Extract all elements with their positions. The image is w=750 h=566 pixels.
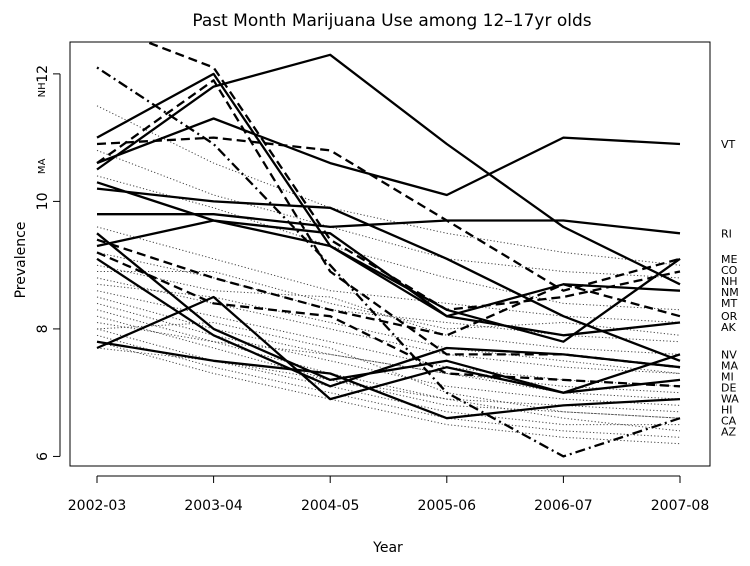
state-label-nm: NM <box>721 286 739 299</box>
state-label-hi: HI <box>721 403 733 416</box>
background-line-5 <box>96 296 681 400</box>
x-tick-label: 2007-08 <box>651 498 710 514</box>
series-line-nh <box>143 42 681 311</box>
background-line-2 <box>96 264 681 355</box>
y-tick-label: 6 <box>35 452 51 461</box>
y-axis-title: Prevalence <box>13 222 29 299</box>
state-label-ak: AK <box>721 321 737 334</box>
x-tick-label: 2004-05 <box>301 498 360 514</box>
state-labels-left: NH MA <box>37 82 48 174</box>
state-label-mt: MT <box>721 297 737 310</box>
state-label-de: DE <box>721 381 736 394</box>
x-axis: 2002-03 2003-04 2004-05 2005-06 2006-07 2007-… <box>68 475 710 514</box>
state-label-vt: VT <box>721 138 736 151</box>
state-label-wa: WA <box>721 392 739 405</box>
series-line-az <box>96 66 681 458</box>
series-line-nm <box>96 53 681 286</box>
series-line-hi <box>96 251 681 388</box>
background-line-11 <box>96 341 681 445</box>
y-tick-label: 10 <box>35 192 51 210</box>
series-line-nv <box>96 232 681 394</box>
state-label-ma: MA <box>721 359 738 372</box>
background-line-10 <box>96 334 681 438</box>
background-line-18 <box>96 283 681 374</box>
x-axis-title: Year <box>372 540 403 556</box>
x-tick-label: 2002-03 <box>68 498 127 514</box>
series-line-or <box>96 238 681 337</box>
state-label-left-nh: NH <box>37 82 48 97</box>
background-line-14 <box>96 149 681 279</box>
state-label-mi: MI <box>721 370 734 383</box>
chart-title: Past Month Marijuana Use among 12–17yr o… <box>192 11 591 31</box>
state-label-me: ME <box>721 253 737 266</box>
series-line-ak <box>96 72 681 337</box>
plot-border <box>69 41 711 467</box>
state-series-lines <box>96 42 681 458</box>
state-label-co: CO <box>721 264 738 277</box>
x-tick-label: 2003-04 <box>184 498 243 514</box>
x-tick-label: 2006-07 <box>534 498 593 514</box>
background-line-9 <box>96 328 680 426</box>
y-tick-label: 12 <box>35 65 51 83</box>
state-label-nv: NV <box>721 348 737 361</box>
background-line-15 <box>96 175 681 311</box>
background-line-8 <box>96 315 681 419</box>
state-label-or: OR <box>721 310 738 323</box>
state-label-ca: CA <box>721 414 737 427</box>
series-line-me <box>96 181 681 343</box>
state-label-ri: RI <box>721 227 732 240</box>
series-line-vt <box>96 117 681 197</box>
series-line-ri <box>97 213 681 235</box>
background-line-6 <box>96 302 681 406</box>
background-line-7 <box>96 309 681 413</box>
state-label-az: AZ <box>721 425 737 438</box>
y-tick-label: 8 <box>35 324 51 333</box>
series-line-ca <box>96 340 681 420</box>
background-line-3 <box>96 277 681 374</box>
series-line-wa <box>96 295 681 401</box>
state-label-nh: NH <box>721 275 738 288</box>
series-line-de <box>96 257 681 388</box>
x-tick-label: 2005-06 <box>418 498 477 514</box>
background-line-1 <box>96 251 681 343</box>
y-axis: 6 8 10 12 <box>35 65 61 461</box>
state-label-left-ma: MA <box>37 158 48 174</box>
series-line-ma <box>96 187 681 362</box>
